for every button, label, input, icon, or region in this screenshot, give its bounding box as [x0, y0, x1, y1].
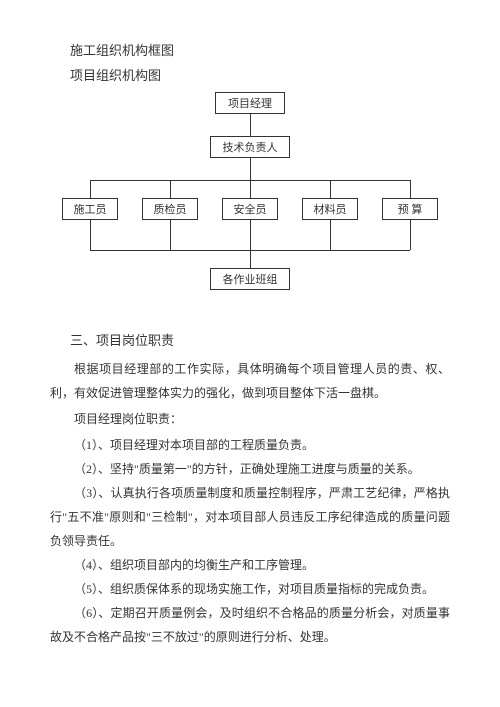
- node-pm: 项目经理: [215, 92, 285, 114]
- connector: [250, 180, 251, 198]
- connector: [90, 220, 91, 250]
- connector: [250, 250, 251, 268]
- frame-chart-title: 施工组织机构框图: [70, 40, 450, 59]
- duty-item: （6）、定期召开质量例会，及时组织不合格品的质量分析会，对质量事故及不合格产品按…: [50, 601, 450, 649]
- connector: [250, 158, 251, 180]
- duty-item: （4）、组织项目部内的均衡生产和工序管理。: [50, 553, 450, 577]
- connector: [330, 180, 331, 198]
- org-chart: 项目经理 技术负责人 施工员 质检员 安全员 材料员 预 算 各作业班组: [50, 92, 450, 312]
- duty-item: （2）、坚持"质量第一"的方针，正确处理施工进度与质量的关系。: [50, 457, 450, 481]
- connector: [170, 220, 171, 250]
- connector: [330, 220, 331, 250]
- node-role-4: 预 算: [382, 198, 438, 220]
- intro-paragraph: 根据项目经理部的工作实际，具体明确每个项目管理人员的责、权、利，有效促进管理整体…: [50, 357, 450, 405]
- connector: [410, 180, 411, 198]
- connector: [90, 180, 91, 198]
- subtitle: 项目经理岗位职责：: [50, 407, 450, 431]
- duty-item: （1）、项目经理对本项目部的工程质量负责。: [50, 433, 450, 457]
- org-chart-title: 项目组织机构图: [70, 65, 450, 84]
- node-role-3: 材料员: [302, 198, 358, 220]
- node-role-0: 施工员: [62, 198, 118, 220]
- node-tech: 技术负责人: [210, 136, 290, 158]
- node-role-1: 质检员: [142, 198, 198, 220]
- connector: [170, 180, 171, 198]
- node-team: 各作业班组: [210, 268, 290, 290]
- duty-item: （3）、认真执行各项质量制度和质量控制程序，严肃工艺纪律，严格执行"五不准"原则…: [50, 481, 450, 553]
- connector: [410, 220, 411, 250]
- connector: [250, 114, 251, 136]
- connector: [250, 220, 251, 250]
- duty-item: （5）、组织质保体系的现场实施工作，对项目质量指标的完成负责。: [50, 577, 450, 601]
- section-heading: 三、项目岗位职责: [70, 330, 450, 349]
- node-role-2: 安全员: [222, 198, 278, 220]
